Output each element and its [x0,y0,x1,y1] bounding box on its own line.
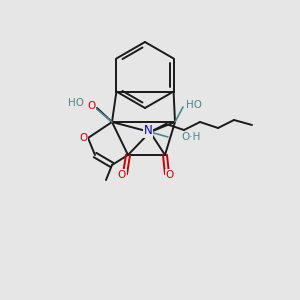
Text: O: O [118,170,126,180]
Text: O: O [87,101,95,111]
Text: O: O [79,133,87,143]
Text: O: O [166,170,174,180]
Text: N: N [144,124,152,137]
Text: HO: HO [186,100,202,110]
Text: HO: HO [68,98,84,108]
Text: O·H: O·H [181,132,200,142]
